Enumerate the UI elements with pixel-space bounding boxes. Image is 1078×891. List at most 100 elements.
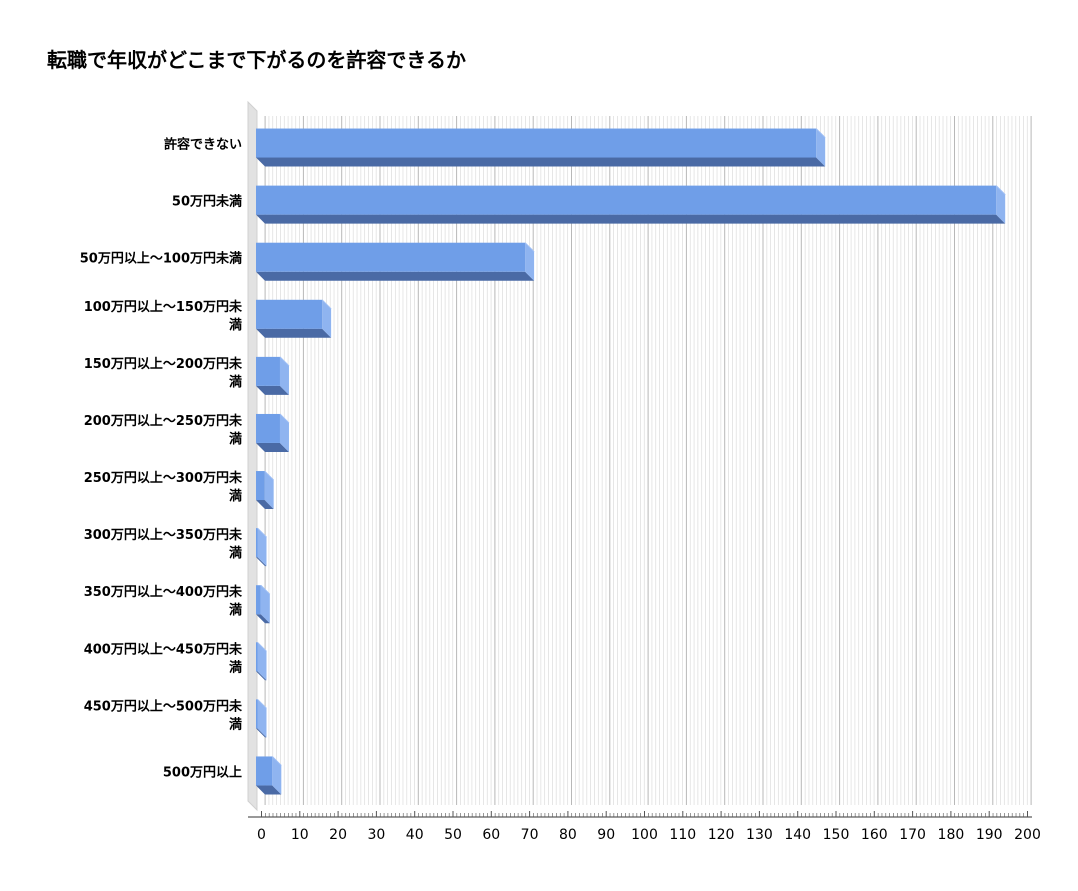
bar-end-face xyxy=(257,642,267,681)
bar-edge xyxy=(257,641,267,652)
x-tick-label: 80 xyxy=(559,827,577,843)
bar-end-face xyxy=(272,756,282,795)
category-label: 450万円以上～500万円未 xyxy=(84,698,243,714)
bar-edge xyxy=(815,128,826,138)
chart-gridlines xyxy=(264,116,1032,805)
bar-front-face xyxy=(256,585,261,615)
bar-front-face xyxy=(256,471,265,501)
category-label: 200万円以上～250万円未 xyxy=(84,413,243,429)
x-tick-label: 110 xyxy=(669,827,696,843)
x-tick-label: 140 xyxy=(784,827,811,843)
category-label: 満 xyxy=(229,317,242,333)
bar-edge xyxy=(271,756,282,766)
bar-edge xyxy=(260,584,271,595)
bar-front-face xyxy=(256,756,273,786)
bar xyxy=(256,699,267,738)
bar-front-face xyxy=(256,356,280,386)
bar-end-face xyxy=(279,356,289,395)
bar-bottom-face xyxy=(256,271,535,281)
bar-bottom-face xyxy=(256,785,282,795)
bar-bottom-face xyxy=(256,557,267,567)
bar-end-face xyxy=(996,185,1006,224)
bar-bottom-face xyxy=(256,385,289,395)
bar-front-face xyxy=(256,185,997,215)
bar xyxy=(256,299,332,338)
category-label: 満 xyxy=(229,431,242,447)
category-label: 500万円以上 xyxy=(163,765,242,780)
bar xyxy=(256,756,282,795)
category-label: 満 xyxy=(229,488,242,504)
bar xyxy=(256,356,290,395)
category-label: 満 xyxy=(229,374,242,390)
category-label: 50万円以上～100万円未満 xyxy=(80,251,242,267)
bar-edge xyxy=(279,356,290,367)
x-tick-label: 170 xyxy=(899,827,926,843)
bar xyxy=(256,470,275,510)
bar-edge xyxy=(995,185,1006,195)
bar-front-face xyxy=(256,699,258,729)
x-tick-label: 190 xyxy=(976,827,1003,843)
x-tick-label: 20 xyxy=(329,827,347,843)
category-label: 100万円以上～150万円未 xyxy=(84,299,243,315)
category-label: 350万円以上～400万円未 xyxy=(84,584,243,600)
chart-title: 転職で年収がどこまで下がるのを許容できるか xyxy=(47,48,466,72)
x-tick-label: 180 xyxy=(938,827,965,843)
bar-edge xyxy=(257,699,267,709)
bar-front-face xyxy=(256,242,526,272)
x-tick-label: 90 xyxy=(597,827,615,843)
bar xyxy=(256,527,267,567)
bar-front-face xyxy=(256,642,258,672)
bar-bottom-face xyxy=(256,328,332,338)
bar xyxy=(256,242,535,281)
bar-bottom-face xyxy=(256,157,826,167)
bar-bottom-face xyxy=(256,671,267,681)
bar xyxy=(256,128,826,167)
category-label: 150万円以上～200万円未 xyxy=(84,356,243,372)
bar-bottom-face xyxy=(256,500,274,510)
bar-end-face xyxy=(279,413,289,452)
bar-end-face xyxy=(264,471,274,510)
x-tick-label: 50 xyxy=(444,827,462,843)
chart-bars xyxy=(256,128,1006,795)
category-label: 許容できない xyxy=(164,137,242,153)
category-label: 400万円以上～450万円未 xyxy=(84,641,243,657)
bar xyxy=(256,185,1006,224)
x-tick-label: 40 xyxy=(406,827,424,843)
bar-end-face xyxy=(257,528,267,567)
bar-edge xyxy=(257,527,267,538)
bar-bottom-face xyxy=(256,614,270,624)
category-label: 満 xyxy=(229,602,242,618)
x-tick-label: 0 xyxy=(257,827,266,843)
bar xyxy=(256,413,290,452)
bar-bottom-face xyxy=(256,728,267,738)
x-tick-label: 60 xyxy=(482,827,500,843)
bar-end-face xyxy=(257,699,267,738)
category-label: 満 xyxy=(229,545,242,561)
chart-back-wall xyxy=(247,100,258,812)
bar-front-face xyxy=(256,528,258,558)
bar-bottom-face xyxy=(256,214,1006,224)
category-label: 300万円以上～350万円未 xyxy=(84,527,243,543)
bar-end-face xyxy=(260,585,270,624)
category-label: 50万円未満 xyxy=(172,194,242,210)
x-tick-label: 120 xyxy=(708,827,735,843)
bar-end-face xyxy=(322,299,332,338)
bar xyxy=(256,641,267,681)
x-tick-label: 10 xyxy=(291,827,309,843)
bar-edge xyxy=(264,470,275,481)
x-tick-label: 200 xyxy=(1014,827,1041,843)
bar xyxy=(256,584,271,624)
category-label: 満 xyxy=(229,716,242,732)
bar-end-face xyxy=(816,128,826,167)
bar-front-face xyxy=(256,413,280,443)
x-tick-label: 130 xyxy=(746,827,773,843)
bar-bottom-face xyxy=(256,442,289,452)
bar-front-face xyxy=(256,128,817,158)
bar-edge xyxy=(524,242,535,253)
bar-edge xyxy=(279,413,290,424)
x-tick-labels: 0 10 20 30 40 50 60 70 80 90 100 110 120 130 140 150 160… xyxy=(257,827,1041,843)
category-labels: 許容できない 50万円未満 50万円以上～100万円未満 100万円以上～150万円未… xyxy=(80,137,243,781)
side-wall xyxy=(247,100,258,812)
bar-edge xyxy=(321,299,332,310)
